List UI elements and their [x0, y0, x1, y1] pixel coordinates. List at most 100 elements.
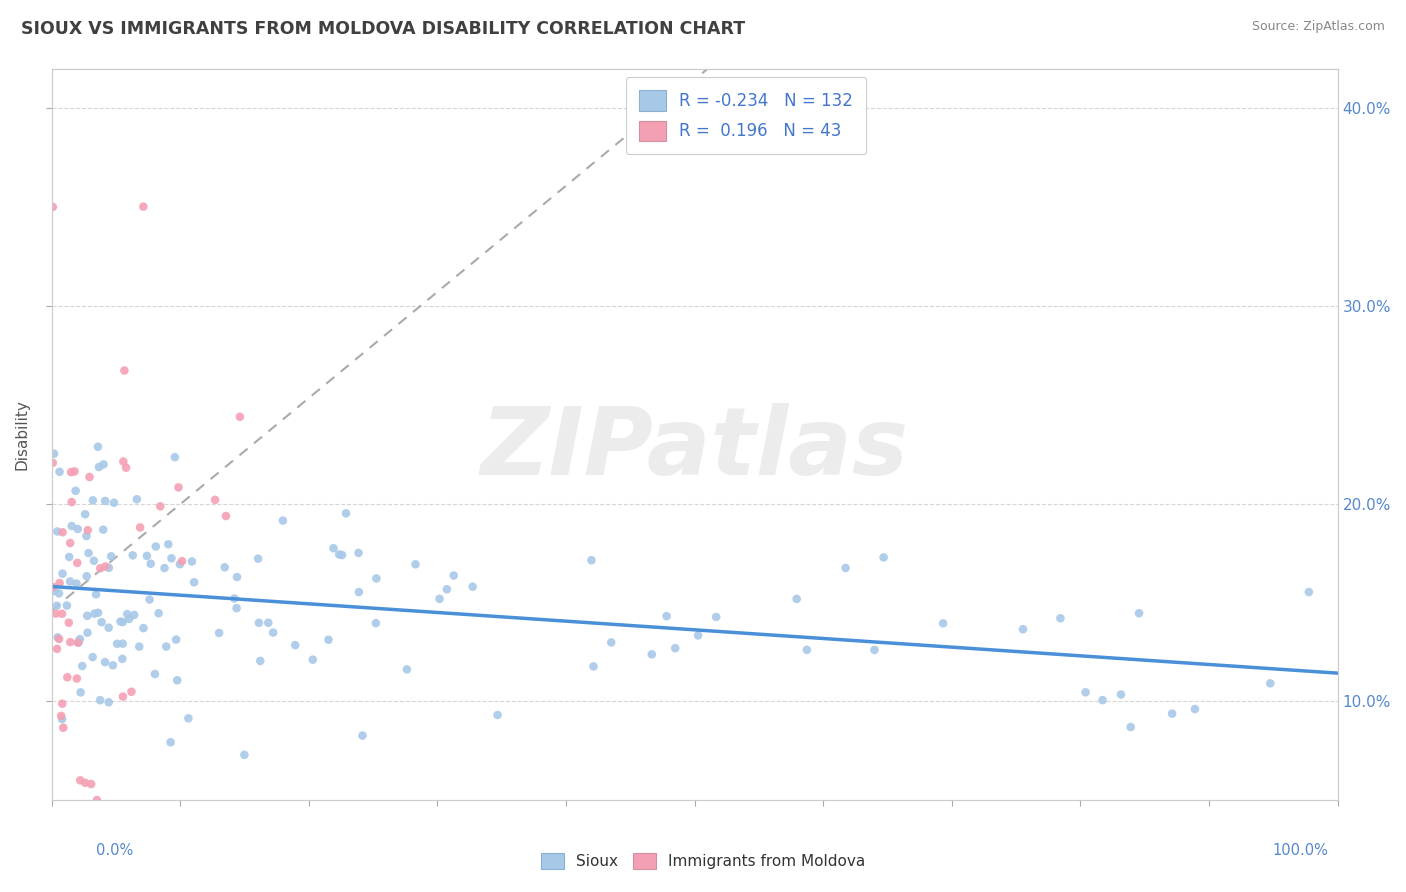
Point: [42, 200, 65, 214]
Point: [51, 697, 73, 711]
Point: [76, 569, 98, 583]
Point: [204, 492, 226, 507]
Point: [89, 693, 111, 707]
Point: [83, 607, 105, 621]
Point: [582, 659, 605, 673]
Point: [148, 606, 170, 620]
Point: [395, 662, 418, 676]
Point: [48, 576, 70, 591]
Point: [641, 648, 664, 662]
Point: [59, 536, 82, 550]
Point: [1128, 606, 1150, 620]
Point: [75, 507, 97, 521]
Point: [65, 483, 87, 498]
Point: [111, 615, 134, 629]
Point: [70, 659, 93, 673]
Point: [215, 509, 238, 524]
Point: [75, 776, 97, 790]
Text: ZIPatlas: ZIPatlas: [481, 403, 908, 495]
Point: [1258, 676, 1281, 690]
Point: [60, 495, 83, 509]
Point: [111, 652, 134, 666]
Point: [42, 580, 65, 594]
Point: [52, 721, 75, 735]
Point: [172, 554, 194, 568]
Point: [160, 551, 183, 566]
Point: [58, 549, 80, 564]
Text: 100.0%: 100.0%: [1272, 843, 1329, 858]
Point: [1049, 611, 1071, 625]
Point: [145, 540, 167, 554]
Point: [271, 514, 294, 528]
Point: [128, 640, 150, 654]
Point: [69, 773, 91, 788]
Point: [110, 615, 132, 629]
Point: [129, 520, 152, 534]
Point: [87, 440, 110, 454]
Point: [247, 615, 270, 630]
Point: [163, 450, 186, 464]
Point: [166, 673, 188, 688]
Point: [42, 584, 65, 599]
Point: [93, 458, 115, 472]
Point: [101, 658, 124, 673]
Point: [94, 494, 117, 508]
Point: [181, 555, 204, 569]
Point: [132, 200, 155, 214]
Point: [121, 685, 143, 699]
Point: [1109, 688, 1132, 702]
Point: [233, 747, 256, 762]
Point: [97, 561, 120, 575]
Point: [90, 615, 112, 629]
Point: [51, 712, 73, 726]
Point: [115, 607, 138, 621]
Point: [59, 635, 82, 649]
Text: 0.0%: 0.0%: [96, 843, 132, 858]
Point: [165, 632, 187, 647]
Point: [80, 777, 103, 791]
Point: [834, 561, 856, 575]
Point: [436, 582, 458, 597]
Point: [486, 708, 509, 723]
Point: [664, 641, 686, 656]
Point: [257, 615, 280, 630]
Legend: R = -0.234   N = 132, R =  0.196   N = 43: R = -0.234 N = 132, R = 0.196 N = 43: [626, 77, 866, 154]
Point: [46, 641, 69, 656]
Point: [77, 546, 100, 560]
Point: [97, 621, 120, 635]
Point: [89, 561, 111, 575]
Point: [115, 460, 138, 475]
Point: [103, 496, 125, 510]
Point: [111, 637, 134, 651]
Point: [224, 591, 246, 606]
Point: [153, 561, 176, 575]
Point: [330, 548, 353, 562]
Point: [688, 628, 710, 642]
Point: [91, 523, 114, 537]
Point: [1119, 720, 1142, 734]
Point: [42, 447, 65, 461]
Point: [100, 549, 122, 564]
Point: [347, 585, 370, 599]
Point: [655, 609, 678, 624]
Point: [51, 709, 73, 723]
Point: [366, 571, 388, 585]
Point: [67, 635, 90, 649]
Point: [75, 529, 97, 543]
Point: [704, 610, 727, 624]
Point: [301, 653, 323, 667]
Point: [60, 465, 83, 479]
Point: [94, 655, 117, 669]
Point: [59, 574, 82, 589]
Point: [328, 548, 350, 562]
Point: [1298, 585, 1320, 599]
Point: [66, 635, 89, 649]
Point: [66, 522, 89, 536]
Point: [51, 566, 73, 581]
Point: [226, 570, 249, 584]
Point: [429, 591, 451, 606]
Point: [69, 632, 91, 646]
Point: [208, 626, 231, 640]
Text: Source: ZipAtlas.com: Source: ZipAtlas.com: [1251, 20, 1385, 33]
Point: [76, 625, 98, 640]
